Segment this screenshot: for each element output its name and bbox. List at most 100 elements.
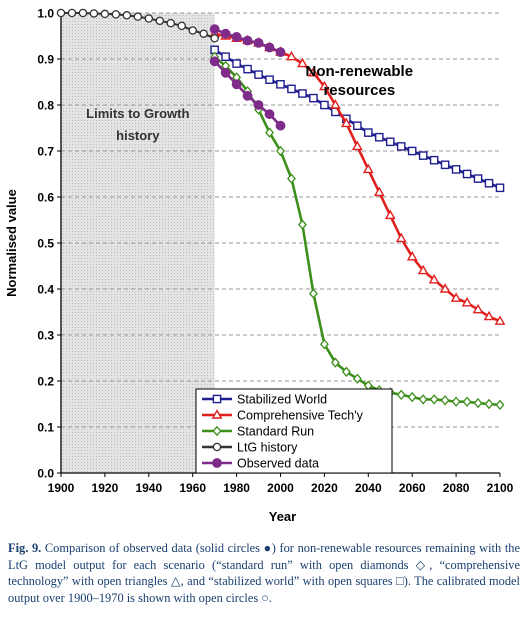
data-point-triangle	[494, 315, 506, 325]
data-point-circle-filled	[242, 90, 253, 101]
y-tick-label: 0.8	[37, 99, 54, 113]
data-point-square	[364, 128, 373, 137]
data-point-square	[473, 174, 483, 183]
data-point-circle-filled	[209, 56, 220, 67]
data-point-circle-open	[166, 18, 175, 28]
data-point-square	[320, 100, 329, 110]
data-point-triangle	[395, 232, 407, 243]
data-point-diamond	[212, 425, 222, 437]
y-axis-label: Normalised value	[4, 189, 19, 297]
data-point-triangle	[461, 296, 473, 307]
data-point-square	[309, 93, 318, 103]
data-point-square	[462, 169, 472, 179]
data-point-diamond	[451, 396, 461, 407]
data-point-square	[287, 84, 296, 94]
annotation-line2: resources	[323, 82, 395, 99]
data-point-circle-open	[210, 34, 219, 43]
x-tick-label: 1980	[223, 481, 250, 495]
data-point-triangle	[373, 186, 385, 197]
data-point-diamond	[276, 145, 285, 157]
legend-label: LtG history	[237, 441, 298, 455]
annotation-line1: Non-renewable	[306, 63, 414, 80]
series-unlabeled	[209, 24, 286, 57]
series-ltg-history	[56, 8, 219, 43]
data-point-circle-filled	[242, 35, 253, 46]
data-point-diamond	[407, 391, 417, 403]
y-tick-label: 0.4	[37, 283, 54, 297]
history-label-line1: Limits to Growth	[86, 106, 189, 121]
data-point-triangle	[297, 57, 308, 68]
data-point-circle-open	[144, 14, 154, 23]
x-tick-label: 1900	[48, 481, 75, 495]
y-tick-label: 0.0	[37, 467, 54, 481]
data-point-square	[396, 142, 406, 151]
data-point-circle-open	[212, 442, 222, 452]
history-label-line2: history	[116, 128, 160, 143]
data-point-circle-filled	[275, 120, 286, 131]
data-point-diamond	[484, 398, 494, 410]
data-point-triangle	[362, 163, 374, 174]
y-tick-label: 0.1	[37, 421, 54, 435]
data-point-circle-open	[89, 9, 99, 18]
data-point-triangle	[483, 310, 495, 321]
data-point-square	[484, 178, 494, 188]
data-point-diamond	[396, 389, 406, 400]
data-point-square	[495, 183, 505, 193]
data-point-circle-filled	[212, 458, 222, 468]
data-point-circle-filled	[264, 42, 275, 53]
data-point-diamond	[330, 357, 340, 368]
data-point-square	[276, 79, 285, 89]
data-point-diamond	[308, 288, 318, 299]
data-point-square	[212, 394, 222, 404]
data-point-square	[353, 121, 362, 130]
data-point-triangle	[439, 283, 451, 293]
data-point-triangle	[211, 409, 223, 419]
data-point-triangle	[472, 303, 484, 314]
data-point-square	[385, 137, 395, 147]
data-point-diamond	[352, 373, 362, 384]
data-point-square	[298, 89, 307, 98]
x-tick-label: 2000	[267, 481, 294, 495]
data-point-diamond	[429, 394, 439, 405]
data-point-circle-filled	[220, 67, 231, 78]
data-point-diamond	[265, 127, 274, 138]
data-point-circle-open	[177, 21, 186, 31]
data-point-diamond	[440, 395, 450, 406]
data-point-circle-filled	[275, 47, 286, 57]
data-point-square	[232, 59, 241, 68]
data-point-square	[418, 151, 428, 160]
x-tick-label: 1920	[92, 481, 119, 495]
data-point-circle-filled	[231, 32, 242, 42]
data-point-diamond	[319, 339, 329, 350]
data-point-diamond	[418, 394, 428, 405]
data-point-circle-filled	[253, 100, 264, 110]
data-point-triangle	[308, 66, 319, 77]
data-point-circle-open	[111, 10, 121, 19]
x-tick-label: 2080	[443, 481, 470, 495]
data-point-diamond	[495, 399, 505, 411]
data-point-circle-open	[122, 11, 132, 20]
data-point-circle-open	[56, 8, 66, 18]
y-tick-label: 0.7	[37, 145, 54, 159]
figure-caption: Fig. 9. Comparison of observed data (sol…	[8, 540, 520, 606]
data-point-square	[407, 146, 417, 156]
data-point-circle-open	[133, 12, 143, 21]
chart: Limits to Growth history 0.0 0.1 0.2 0.3 0.4 0…	[4, 7, 514, 525]
y-tick-label: 0.5	[37, 237, 54, 251]
caption-text: Comparison of observed data (solid circl…	[8, 541, 520, 605]
legend-label: Stabilized World	[237, 393, 327, 407]
x-tick-label: 2020	[311, 481, 338, 495]
x-tick-label: 2040	[355, 481, 382, 495]
data-point-circle-filled	[220, 28, 231, 39]
data-point-triangle	[450, 292, 462, 302]
data-point-circle-filled	[264, 109, 275, 120]
caption-label: Fig. 9.	[8, 541, 42, 555]
series-stabilized-world	[210, 45, 505, 193]
x-tick-label: 1960	[179, 481, 206, 495]
y-tick-label: 0.2	[37, 375, 54, 389]
data-point-triangle	[286, 50, 297, 61]
y-tick-label: 0.6	[37, 191, 54, 205]
data-point-triangle	[384, 209, 396, 220]
data-point-diamond	[462, 396, 472, 407]
y-tick-label: 1.0	[37, 7, 54, 21]
